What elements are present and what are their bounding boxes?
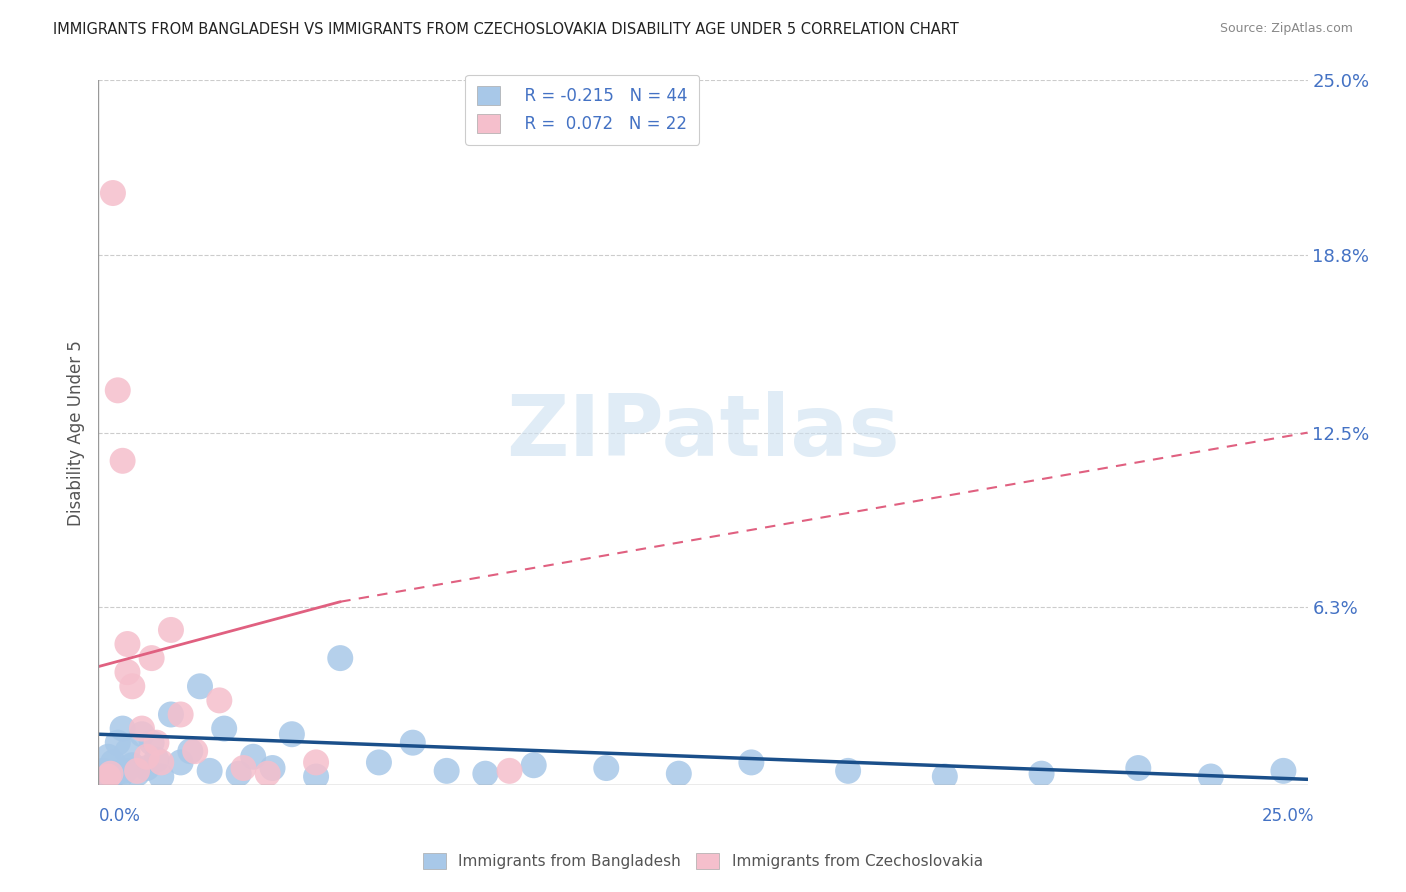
Point <box>94 770 117 784</box>
Point <box>232 761 254 775</box>
Point <box>160 623 183 637</box>
Point <box>169 707 191 722</box>
Point <box>100 766 122 780</box>
Point <box>595 761 617 775</box>
Point <box>135 761 157 775</box>
Point <box>101 186 124 200</box>
Point <box>127 764 149 778</box>
Point <box>117 665 139 680</box>
Point <box>141 651 163 665</box>
Point <box>305 770 328 784</box>
Text: IMMIGRANTS FROM BANGLADESH VS IMMIGRANTS FROM CZECHOSLOVAKIA DISABILITY AGE UNDE: IMMIGRANTS FROM BANGLADESH VS IMMIGRANTS… <box>53 22 959 37</box>
Point <box>740 756 762 770</box>
Legend: Immigrants from Bangladesh, Immigrants from Czechoslovakia: Immigrants from Bangladesh, Immigrants f… <box>418 847 988 875</box>
Point <box>179 744 201 758</box>
Point <box>329 651 352 665</box>
Point <box>145 736 167 750</box>
Point <box>242 749 264 764</box>
Point <box>117 744 139 758</box>
Y-axis label: Disability Age Under 5: Disability Age Under 5 <box>66 340 84 525</box>
Point <box>135 749 157 764</box>
Point <box>1031 766 1053 780</box>
Point <box>107 736 129 750</box>
Point <box>91 764 114 778</box>
Point <box>523 758 546 772</box>
Point <box>256 766 278 780</box>
Point <box>208 693 231 707</box>
Point <box>160 707 183 722</box>
Point <box>1199 770 1222 784</box>
Point <box>111 722 134 736</box>
Point <box>305 756 328 770</box>
Point <box>141 736 163 750</box>
Point <box>198 764 221 778</box>
Point <box>101 756 124 770</box>
Point <box>212 722 235 736</box>
Point <box>97 749 120 764</box>
Point <box>145 753 167 767</box>
Text: Source: ZipAtlas.com: Source: ZipAtlas.com <box>1219 22 1353 36</box>
Point <box>117 637 139 651</box>
Point <box>436 764 458 778</box>
Text: 25.0%: 25.0% <box>1263 807 1315 825</box>
Point <box>934 770 956 784</box>
Point <box>837 764 859 778</box>
Point <box>474 766 496 780</box>
Point <box>1128 761 1150 775</box>
Point <box>169 756 191 770</box>
Point <box>402 736 425 750</box>
Point <box>368 756 391 770</box>
Point <box>150 770 173 784</box>
Point <box>281 727 304 741</box>
Point <box>150 756 173 770</box>
Point <box>121 679 143 693</box>
Point <box>100 772 122 787</box>
Point <box>111 454 134 468</box>
Point <box>228 766 250 780</box>
Point <box>104 766 127 780</box>
Point <box>131 727 153 741</box>
Point <box>107 384 129 398</box>
Point <box>127 766 149 780</box>
Text: ZIPatlas: ZIPatlas <box>506 391 900 475</box>
Point <box>131 722 153 736</box>
Text: 0.0%: 0.0% <box>98 807 141 825</box>
Point <box>114 764 136 778</box>
Point <box>97 770 120 784</box>
Point <box>188 679 211 693</box>
Point <box>668 766 690 780</box>
Point <box>108 770 131 784</box>
Point <box>1272 764 1295 778</box>
Point <box>184 744 207 758</box>
Point <box>262 761 284 775</box>
Legend:   R = -0.215   N = 44,   R =  0.072   N = 22: R = -0.215 N = 44, R = 0.072 N = 22 <box>465 75 699 145</box>
Point <box>121 758 143 772</box>
Point <box>498 764 520 778</box>
